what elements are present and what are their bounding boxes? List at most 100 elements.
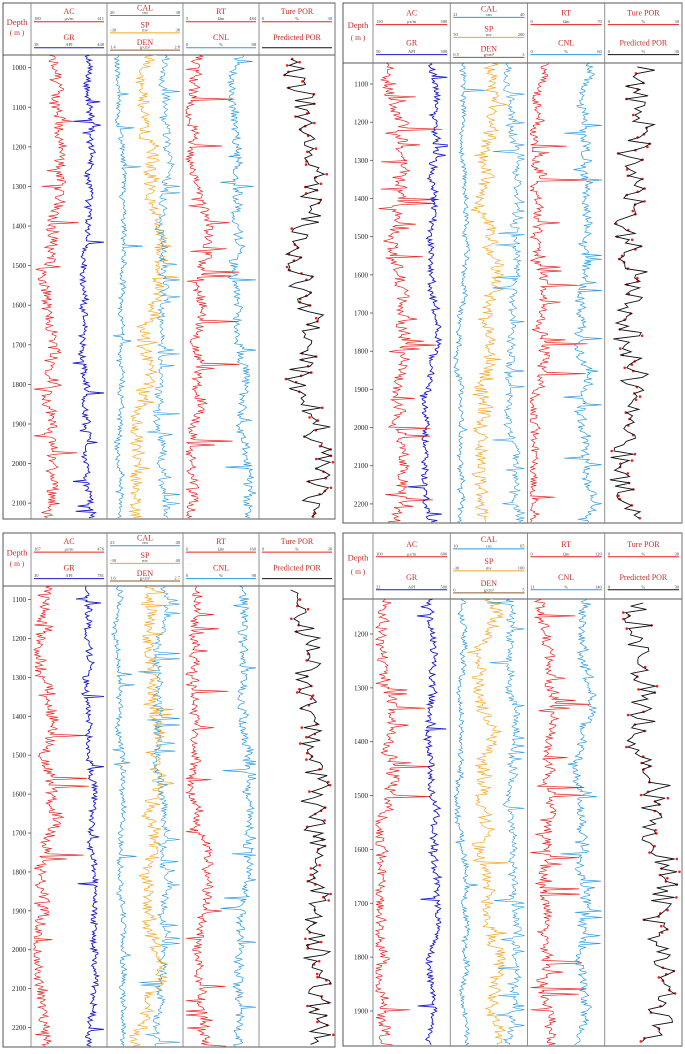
scale-unit: cm <box>486 12 492 17</box>
ac-curve <box>33 586 90 1047</box>
curves-group <box>374 599 681 1046</box>
scale-min: 0 <box>531 551 534 556</box>
scale-unit: μs/m <box>65 16 74 21</box>
true-por-point <box>666 876 669 880</box>
scale-unit: % <box>642 49 646 54</box>
scale-max: 500 <box>441 584 449 589</box>
true-por-point <box>622 611 625 614</box>
true-por-point <box>328 783 332 787</box>
scale-unit: Ωm <box>218 16 225 21</box>
curve-name: RT <box>216 7 226 16</box>
scale-max: 40 <box>520 12 525 17</box>
scale-min: 1.6 <box>110 576 116 581</box>
true-por-point <box>318 444 322 448</box>
depth-tick-label: 1500 <box>354 233 369 241</box>
depth-tick-label: 1500 <box>12 752 27 760</box>
scale-max: 70 <box>597 19 602 24</box>
depth-tick-label: 2000 <box>12 946 27 954</box>
rt-curve <box>185 586 229 1047</box>
ac-curve <box>378 63 443 523</box>
den-curve <box>486 599 525 1046</box>
true-por-point <box>626 713 630 717</box>
true-por-point <box>657 976 661 979</box>
scale-min: 0 <box>531 19 534 24</box>
true-por-point <box>317 959 321 963</box>
true-por-point <box>304 937 307 941</box>
depth-title: Depth <box>348 20 370 30</box>
depth-unit: ( m ) <box>351 33 366 42</box>
curve-name: DEN <box>137 38 154 47</box>
gr-curve <box>416 599 447 1046</box>
scale-max: 600 <box>441 551 449 556</box>
den-curve <box>492 63 526 523</box>
sp-curve <box>129 586 175 1047</box>
scale-max: 40 <box>176 540 181 545</box>
depth-unit: ( m ) <box>351 567 366 576</box>
true-por-point <box>298 60 301 64</box>
true-por-point <box>648 851 651 854</box>
scale-min: 0 <box>262 16 265 21</box>
true-por-point <box>285 64 289 67</box>
true-por-point <box>321 406 324 410</box>
true-por-point <box>617 494 620 498</box>
true-por-point <box>301 80 304 83</box>
curve-name: Predicted POR <box>619 39 667 48</box>
depth-tick-label: 1600 <box>12 302 27 310</box>
scale-unit: % <box>642 584 646 589</box>
true-por-point <box>625 745 628 749</box>
cnl-curve <box>220 586 257 1047</box>
scale-unit: % <box>564 584 568 589</box>
true-por-point <box>290 617 293 621</box>
true-por-point <box>314 147 318 150</box>
scale-max: 100 <box>518 565 526 570</box>
true-por-point <box>323 819 326 822</box>
true-por-point <box>640 334 644 338</box>
depth-tick-label: 1100 <box>12 104 26 112</box>
scale-min: 0 <box>608 584 611 589</box>
curve-name: CAL <box>481 4 497 13</box>
scale-max: 38 <box>176 27 181 32</box>
curve-name: CNL <box>213 33 229 42</box>
curves-group <box>33 586 335 1047</box>
depth-tick-label: 1800 <box>354 348 369 356</box>
scale-max: 448 <box>97 42 105 47</box>
scale-unit: mv <box>142 27 149 32</box>
depth-tick-label: 1200 <box>12 635 27 643</box>
scale-min: -30 <box>110 558 117 563</box>
true-por-point <box>309 873 313 877</box>
true-por-point <box>327 899 331 902</box>
scale-unit: g/cm³ <box>484 587 495 592</box>
true-por-point <box>305 659 309 662</box>
scale-max: 120 <box>595 551 603 556</box>
depth-tick-label: 1300 <box>354 684 369 692</box>
den-curve <box>138 586 181 1047</box>
cal-curve <box>112 55 143 519</box>
scale-max: 30 <box>675 19 680 24</box>
true-por-point <box>290 227 294 230</box>
true-por-point <box>626 472 630 475</box>
true-por-point <box>619 347 622 350</box>
depth-tick-label: 1300 <box>354 157 369 165</box>
cnl-curve <box>560 599 602 1046</box>
true-por-point <box>636 276 639 280</box>
scale-min: 0 <box>453 587 456 592</box>
curve-name: CNL <box>213 564 229 573</box>
scale-max: 411 <box>97 16 104 21</box>
scale-max: 38 <box>176 10 181 15</box>
curve-name: AC <box>63 7 74 16</box>
true-por-point <box>298 598 302 601</box>
true-por-point <box>316 1020 319 1024</box>
true-por-point <box>319 940 323 944</box>
rt-curve <box>529 63 588 523</box>
depth-tick-label: 1700 <box>12 830 27 838</box>
panel-frame <box>342 2 683 524</box>
depth-tick-label: 1900 <box>12 420 27 428</box>
true-por-point <box>634 398 638 402</box>
curve-name: CAL <box>137 3 153 12</box>
ac-curve <box>33 55 79 519</box>
true-por-point <box>308 416 311 419</box>
scale-min: 0 <box>262 547 265 552</box>
gr-curve <box>76 586 105 1047</box>
true-por-point <box>306 150 309 154</box>
scale-max: 30 <box>328 547 333 552</box>
